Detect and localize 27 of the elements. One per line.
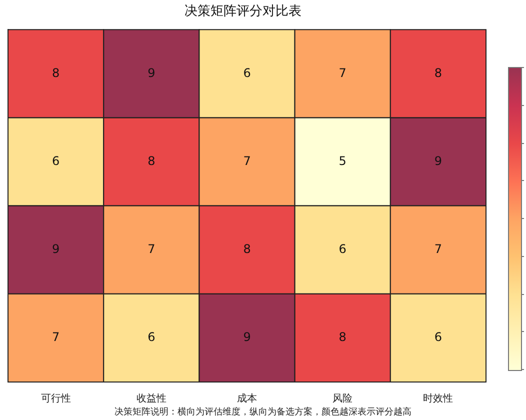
data-label: 7 xyxy=(338,66,346,80)
data-label: 7 xyxy=(243,154,251,168)
x-tick-label: 可行性 xyxy=(40,392,71,405)
data-label: 8 xyxy=(243,242,251,256)
text: 决策矩阵说明：横向为评估维度，纵向为备选方案，颜色越深表示评分越高 xyxy=(114,406,412,418)
data-label: 7 xyxy=(434,242,442,256)
data-label: 9 xyxy=(243,330,251,344)
data-label: 6 xyxy=(148,330,156,344)
data-label: 6 xyxy=(434,330,442,344)
data-label: 9 xyxy=(52,242,60,256)
data-label: 8 xyxy=(434,66,442,80)
x-tick-label: 时效性 xyxy=(423,392,454,405)
chart-title: 决策矩阵评分对比表 xyxy=(184,4,302,20)
data-label: 7 xyxy=(148,242,156,256)
data-label: 9 xyxy=(434,154,442,168)
data-label: 5 xyxy=(338,154,346,168)
x-tick-label: 收益性 xyxy=(136,392,166,405)
data-label: 6 xyxy=(52,154,60,168)
data-label: 6 xyxy=(338,242,346,256)
data-label: 8 xyxy=(52,66,60,80)
x-tick-label: 成本 xyxy=(237,392,257,405)
data-label: 6 xyxy=(243,66,251,80)
data-label: 8 xyxy=(148,154,156,168)
data-label: 9 xyxy=(148,66,156,80)
x-tick-label: 风险 xyxy=(332,392,353,405)
data-label: 7 xyxy=(52,330,60,344)
data-label: 8 xyxy=(338,330,346,344)
